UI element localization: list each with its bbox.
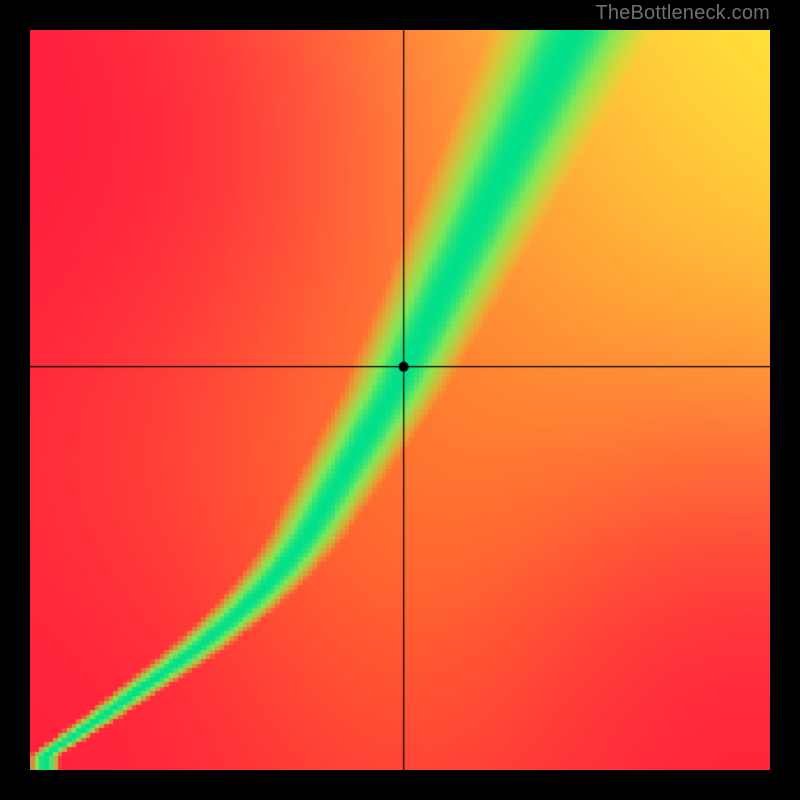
watermark-label: TheBottleneck.com (595, 2, 770, 25)
figure-container: TheBottleneck.com (0, 0, 800, 800)
bottleneck-heatmap (30, 30, 770, 770)
